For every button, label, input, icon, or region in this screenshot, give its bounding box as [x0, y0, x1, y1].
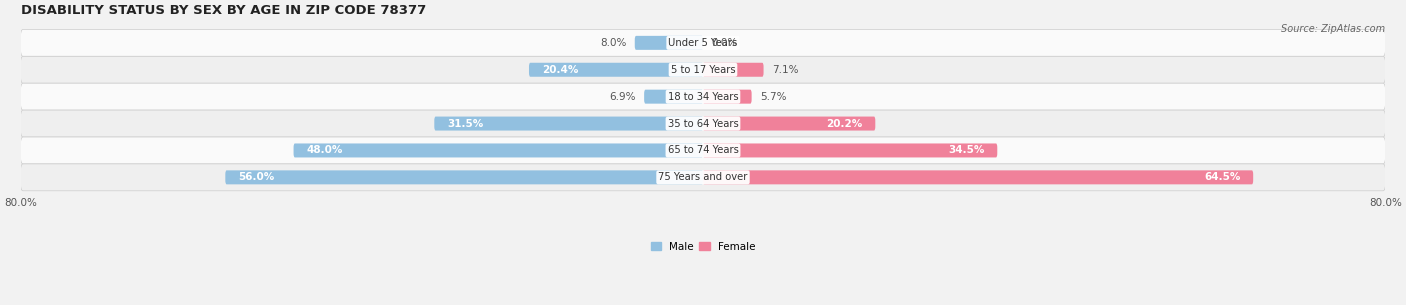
Text: 0.0%: 0.0%: [711, 38, 738, 48]
Text: 18 to 34 Years: 18 to 34 Years: [668, 92, 738, 102]
FancyBboxPatch shape: [21, 110, 1385, 137]
FancyBboxPatch shape: [294, 143, 703, 157]
Text: 65 to 74 Years: 65 to 74 Years: [668, 145, 738, 156]
Text: 34.5%: 34.5%: [948, 145, 984, 156]
FancyBboxPatch shape: [434, 117, 703, 131]
FancyBboxPatch shape: [703, 143, 997, 157]
FancyBboxPatch shape: [529, 63, 703, 77]
Text: 75 Years and over: 75 Years and over: [658, 172, 748, 182]
Text: 48.0%: 48.0%: [307, 145, 343, 156]
FancyBboxPatch shape: [703, 63, 763, 77]
FancyBboxPatch shape: [644, 90, 703, 104]
Text: 6.9%: 6.9%: [609, 92, 636, 102]
Text: 56.0%: 56.0%: [238, 172, 274, 182]
Text: 35 to 64 Years: 35 to 64 Years: [668, 119, 738, 128]
FancyBboxPatch shape: [21, 83, 1385, 110]
Text: 5.7%: 5.7%: [761, 92, 786, 102]
FancyBboxPatch shape: [225, 170, 703, 184]
FancyBboxPatch shape: [21, 164, 1385, 191]
Text: 5 to 17 Years: 5 to 17 Years: [671, 65, 735, 75]
Text: 8.0%: 8.0%: [600, 38, 626, 48]
Text: 20.2%: 20.2%: [827, 119, 862, 128]
Text: 31.5%: 31.5%: [447, 119, 484, 128]
Text: 7.1%: 7.1%: [772, 65, 799, 75]
FancyBboxPatch shape: [634, 36, 703, 50]
Text: Source: ZipAtlas.com: Source: ZipAtlas.com: [1281, 24, 1385, 34]
Legend: Male, Female: Male, Female: [647, 238, 759, 256]
FancyBboxPatch shape: [703, 90, 752, 104]
Text: Under 5 Years: Under 5 Years: [668, 38, 738, 48]
FancyBboxPatch shape: [703, 170, 1253, 184]
FancyBboxPatch shape: [21, 29, 1385, 56]
Text: 64.5%: 64.5%: [1204, 172, 1240, 182]
FancyBboxPatch shape: [21, 56, 1385, 83]
FancyBboxPatch shape: [21, 137, 1385, 164]
Text: 20.4%: 20.4%: [541, 65, 578, 75]
Text: DISABILITY STATUS BY SEX BY AGE IN ZIP CODE 78377: DISABILITY STATUS BY SEX BY AGE IN ZIP C…: [21, 4, 426, 17]
FancyBboxPatch shape: [703, 117, 876, 131]
